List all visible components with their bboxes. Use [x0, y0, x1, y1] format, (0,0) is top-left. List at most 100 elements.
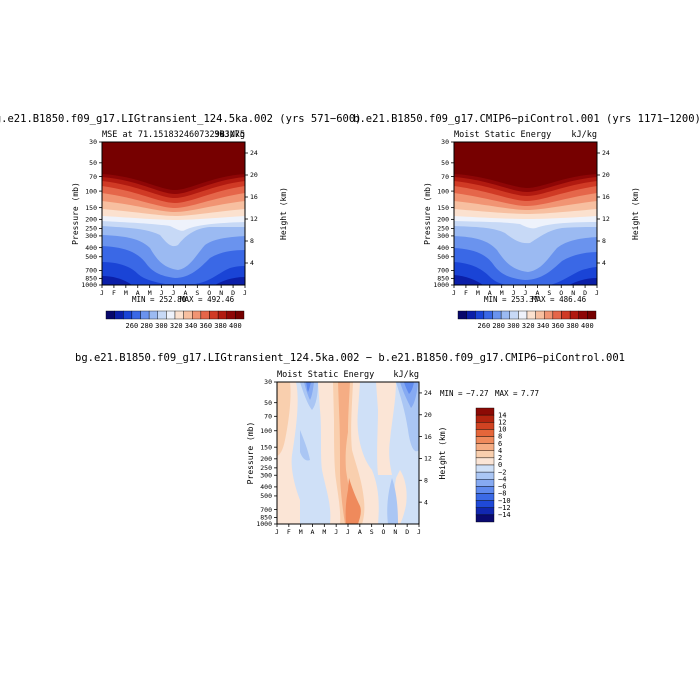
x-tick-label: A	[358, 528, 362, 536]
colorbar-box	[475, 464, 495, 473]
y2-tick-label: 24	[602, 149, 610, 157]
colorbar-box	[509, 310, 519, 320]
colorbar-label: −12	[498, 504, 511, 512]
x-tick-label: M	[476, 289, 480, 297]
colorbar-box	[475, 436, 495, 444]
x-tick-label: A	[136, 289, 140, 297]
y-tick-label: 700	[260, 506, 272, 514]
min-value: MIN = 252.80	[132, 295, 187, 304]
y2-tick-label: 16	[424, 433, 432, 441]
panel-subtitle-left: Moist Static Energy	[454, 130, 551, 140]
colorbar-label: 260	[126, 322, 139, 330]
y2-tick-label: 8	[424, 477, 428, 485]
colorbar-label: 260	[478, 322, 491, 330]
x-tick-label: N	[393, 528, 397, 536]
y2-tick-label: 24	[424, 389, 432, 397]
y-tick-label: 70	[264, 413, 272, 421]
x-tick-label: S	[195, 289, 199, 297]
y-tick-label: 400	[437, 244, 449, 252]
colorbar-box	[123, 310, 133, 320]
y-tick-label: 100	[260, 427, 272, 435]
y-tick-label: 150	[85, 204, 97, 212]
y-tick-label: 850	[260, 514, 272, 522]
colorbar-box	[114, 310, 124, 320]
colorbar-box	[475, 486, 495, 494]
y-tick-label: 30	[264, 378, 272, 386]
x-tick-label: O	[559, 289, 563, 297]
x-tick-label: M	[500, 289, 504, 297]
colorbar-box	[475, 450, 495, 459]
colorbar-box	[475, 507, 495, 516]
y-tick-label: 250	[437, 225, 449, 233]
colorbar-box	[217, 310, 227, 320]
x-tick-label: A	[535, 289, 539, 297]
x-tick-label: M	[124, 289, 128, 297]
x-tick-label: J	[160, 289, 164, 297]
colorbar-label: 6	[498, 440, 502, 448]
colorbar-box	[500, 310, 510, 320]
colorbar-box	[518, 310, 528, 320]
colorbar-label: −4	[498, 475, 506, 483]
y-tick-label: 1000	[81, 281, 97, 289]
y-axis-label: Pressure (mb)	[71, 182, 80, 245]
y-tick-label: 50	[264, 399, 272, 407]
colorbar-label: 8	[498, 433, 502, 441]
x-tick-label: S	[547, 289, 551, 297]
y-axis-label: Pressure (mb)	[246, 422, 255, 485]
y2-tick-label: 16	[250, 193, 258, 201]
colorbar-box	[492, 310, 502, 320]
colorbar-label: 4	[498, 447, 502, 455]
y-tick-label: 500	[85, 253, 97, 261]
colorbar-label: 280	[492, 322, 505, 330]
colorbar-box	[578, 310, 588, 320]
x-tick-label: N	[219, 289, 223, 297]
x-tick-label: A	[488, 289, 492, 297]
colorbar-box	[192, 310, 202, 320]
min-value: MIN = 253.37	[484, 295, 538, 304]
colorbar-label: 300	[507, 322, 520, 330]
panel-picontrol: b.e21.B1850.f09_g17.CMIP6−piControl.001 …	[353, 113, 700, 330]
x-tick-label: J	[452, 289, 456, 297]
colorbar-box	[209, 310, 219, 320]
y-tick-label: 70	[89, 173, 97, 181]
x-tick-label: J	[417, 528, 421, 536]
colorbar-box	[226, 310, 236, 320]
colorbar-label: 12	[498, 418, 506, 426]
x-tick-label: J	[275, 528, 279, 536]
panel-lig-transient: bg.e21.B1850.f09_g17.LIGtransient_124.5k…	[0, 113, 361, 330]
colorbar-box	[131, 310, 141, 320]
y2-tick-label: 8	[250, 237, 254, 245]
x-tick-label: A	[311, 528, 315, 536]
colorbar-label: 360	[551, 322, 564, 330]
y2-axis-label: Height (km)	[279, 187, 288, 240]
colorbar-box	[475, 310, 485, 320]
x-tick-label: M	[148, 289, 152, 297]
x-tick-label: J	[512, 289, 516, 297]
y-tick-label: 200	[437, 216, 449, 224]
colorbar-box	[544, 310, 554, 320]
y2-tick-label: 12	[424, 455, 432, 463]
min-value: −7.27	[466, 389, 489, 398]
y2-axis-label: Height (km)	[438, 427, 447, 480]
x-tick-label: J	[334, 528, 338, 536]
y2-tick-label: 12	[602, 215, 610, 223]
colorbar-label: −8	[498, 490, 506, 498]
y2-tick-label: 4	[250, 259, 254, 267]
colorbar-box	[183, 310, 193, 320]
y-tick-label: 30	[89, 138, 97, 146]
colorbar-label: −2	[498, 468, 506, 476]
y2-tick-label: 20	[602, 171, 610, 179]
colorbar-box	[140, 310, 150, 320]
x-tick-label: A	[183, 289, 187, 297]
y2-tick-label: 20	[250, 171, 258, 179]
colorbar-label: 300	[155, 322, 168, 330]
x-tick-label: M	[322, 528, 326, 536]
colorbar-label: 0	[498, 461, 502, 469]
colorbar-box	[475, 429, 495, 437]
colorbar-box	[148, 310, 158, 320]
panel-subtitle-left: Moist Static Energy	[277, 370, 374, 380]
y2-tick-label: 4	[424, 498, 428, 506]
x-tick-label: D	[231, 289, 235, 297]
